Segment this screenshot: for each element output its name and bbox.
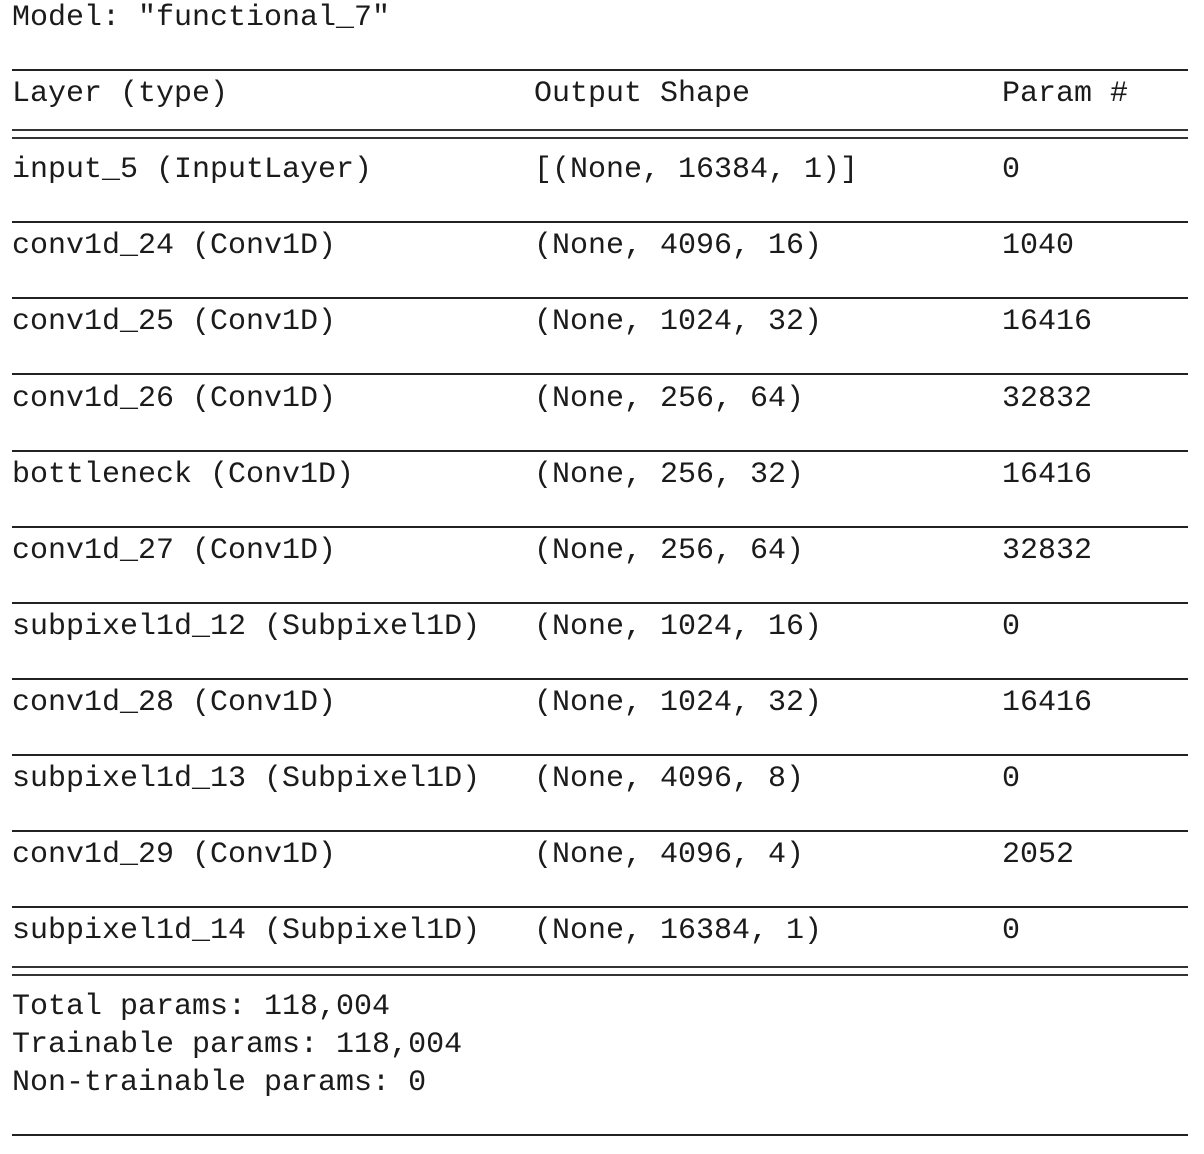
param-count: 0 — [1002, 609, 1021, 644]
separator — [12, 677, 1188, 680]
table-row: input_5 (InputLayer) [(None, 16384, 1)] 0 — [12, 151, 1192, 189]
param-count: 16416 — [1002, 305, 1093, 340]
table-row: bottleneck (Conv1D) (None, 256, 32) 16416 — [12, 456, 1192, 494]
param-count: 0 — [1002, 153, 1021, 188]
model-title: Model: "functional_7" — [12, 1, 391, 35]
layer-name: conv1d_24 (Conv1D) — [12, 229, 337, 264]
separator — [12, 221, 1188, 224]
layer-name: conv1d_27 (Conv1D) — [12, 533, 337, 568]
table-row: conv1d_25 (Conv1D) (None, 1024, 32) 16416 — [12, 303, 1192, 341]
layer-name: subpixel1d_12 (Subpixel1D) — [12, 609, 481, 644]
table-row: conv1d_27 (Conv1D) (None, 256, 64) 32832 — [12, 532, 1192, 570]
layer-name: conv1d_29 (Conv1D) — [12, 838, 337, 873]
trainable-params: Trainable params: 118,004 — [12, 1028, 463, 1063]
separator — [12, 830, 1188, 833]
param-count: 32832 — [1002, 533, 1093, 568]
layer-name: bottleneck (Conv1D) — [12, 457, 355, 492]
header-params: Param # — [1002, 77, 1129, 112]
param-count: 0 — [1002, 914, 1021, 949]
output-shape: (None, 256, 32) — [534, 457, 805, 492]
table-header: Layer (type) Output Shape Param # — [12, 75, 1192, 113]
output-shape: (None, 4096, 16) — [534, 229, 823, 264]
table-row: conv1d_28 (Conv1D) (None, 1024, 32) 16416 — [12, 684, 1192, 722]
output-shape: (None, 1024, 32) — [534, 685, 823, 720]
layer-name: conv1d_26 (Conv1D) — [12, 381, 337, 416]
layer-name: subpixel1d_13 (Subpixel1D) — [12, 762, 481, 796]
param-count: 16416 — [1002, 685, 1093, 720]
table-row: subpixel1d_12 (Subpixel1D) (None, 1024, 1… — [12, 608, 1192, 646]
output-shape: (None, 4096, 4) — [534, 838, 805, 873]
separator — [12, 373, 1188, 376]
separator — [12, 753, 1188, 756]
separator — [12, 69, 1188, 72]
separator — [12, 297, 1188, 300]
table-row: conv1d_24 (Conv1D) (None, 4096, 16) 1040 — [12, 227, 1192, 265]
separator — [12, 1134, 1188, 1137]
param-count: 0 — [1002, 762, 1021, 796]
non-trainable-params: Non-trainable params: 0 — [12, 1066, 427, 1101]
table-row: subpixel1d_13 (Subpixel1D) (None, 4096, 8… — [12, 760, 1192, 798]
output-shape: (None, 1024, 16) — [534, 609, 823, 644]
output-shape: (None, 4096, 8) — [534, 762, 805, 796]
separator — [12, 906, 1188, 909]
header-output-shape: Output Shape — [534, 77, 751, 112]
table-row: conv1d_29 (Conv1D) (None, 4096, 4) 2052 — [12, 836, 1192, 874]
param-count: 32832 — [1002, 381, 1093, 416]
layer-name: input_5 (InputLayer) — [12, 153, 373, 188]
param-count: 1040 — [1002, 229, 1075, 264]
output-shape: (None, 256, 64) — [534, 533, 805, 568]
double-separator — [12, 966, 1188, 977]
output-shape: (None, 16384, 1) — [534, 914, 823, 949]
separator — [12, 601, 1188, 604]
output-shape: (None, 1024, 32) — [534, 305, 823, 340]
param-count: 16416 — [1002, 457, 1093, 492]
double-separator — [12, 129, 1188, 140]
layer-name: subpixel1d_14 (Subpixel1D) — [12, 914, 481, 949]
separator — [12, 525, 1188, 528]
layer-name: conv1d_28 (Conv1D) — [12, 685, 337, 720]
layer-name: conv1d_25 (Conv1D) — [12, 305, 337, 340]
output-shape: (None, 256, 64) — [534, 381, 805, 416]
output-shape: [(None, 16384, 1)] — [534, 153, 859, 188]
header-layer: Layer (type) — [12, 77, 229, 112]
table-row: conv1d_26 (Conv1D) (None, 256, 64) 32832 — [12, 380, 1192, 418]
total-params: Total params: 118,004 — [12, 990, 391, 1025]
separator — [12, 449, 1188, 452]
param-count: 2052 — [1002, 838, 1075, 873]
table-row: subpixel1d_14 (Subpixel1D) (None, 16384, … — [12, 912, 1192, 950]
